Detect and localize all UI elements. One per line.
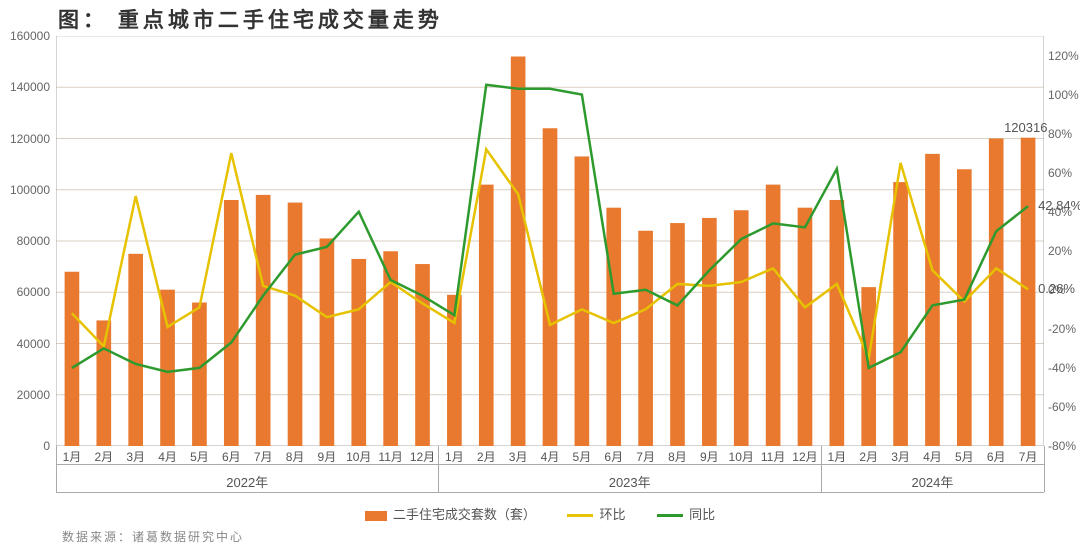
x-axis-rule-2: [56, 492, 1044, 493]
x-month-label: 11月: [378, 448, 402, 465]
x-month-label: 8月: [286, 448, 305, 465]
x-year-label: 2022年: [226, 472, 268, 491]
chart-title: 图： 重点城市二手住宅成交量走势: [58, 4, 443, 34]
x-month-label: 7月: [254, 448, 273, 465]
x-axis-rule-1: [56, 464, 1044, 465]
x-month-label: 3月: [126, 448, 145, 465]
y-left-tick: 40000: [2, 337, 50, 351]
x-year-label: 2023年: [609, 472, 651, 491]
x-month-label: 10月: [729, 448, 754, 465]
y-right-tick: 80%: [1048, 127, 1080, 141]
x-year-label: 2024年: [911, 472, 953, 491]
x-band-border: [1044, 446, 1045, 492]
x-month-label: 1月: [445, 448, 464, 465]
x-month-label: 7月: [1019, 448, 1038, 465]
x-month-label: 4月: [923, 448, 942, 465]
x-month-label: 5月: [955, 448, 974, 465]
x-month-label: 4月: [541, 448, 560, 465]
chart-annotation: 42.84%: [1038, 198, 1080, 213]
x-month-label: 12月: [792, 448, 817, 465]
chart-source: 数据来源：诸葛数据研究中心: [62, 528, 244, 545]
x-month-label: 8月: [668, 448, 687, 465]
legend-yoy: 同比: [657, 504, 715, 523]
x-month-label: 7月: [636, 448, 655, 465]
y-left-tick: 140000: [2, 80, 50, 94]
x-month-label: 6月: [222, 448, 241, 465]
x-month-label: 1月: [63, 448, 82, 465]
legend-mom: 环比: [567, 504, 625, 523]
y-right-tick: -60%: [1048, 400, 1080, 414]
y-right-tick: -40%: [1048, 361, 1080, 375]
y-right-tick: 60%: [1048, 166, 1080, 180]
x-month-label: 9月: [700, 448, 719, 465]
y-left-tick: 100000: [2, 183, 50, 197]
chart-annotation: 0.26%: [1038, 281, 1075, 296]
y-left-tick: 20000: [2, 388, 50, 402]
x-month-label: 2月: [94, 448, 113, 465]
y-right-tick: -20%: [1048, 322, 1080, 336]
x-year-separator: [438, 446, 439, 492]
x-month-label: 2月: [477, 448, 496, 465]
x-month-label: 11月: [761, 448, 785, 465]
x-month-label: 5月: [573, 448, 592, 465]
x-month-label: 6月: [604, 448, 623, 465]
y-right-tick: -80%: [1048, 439, 1080, 453]
y-right-tick: 100%: [1048, 88, 1080, 102]
x-month-label: 3月: [891, 448, 910, 465]
x-month-label: 1月: [827, 448, 846, 465]
x-year-separator: [821, 446, 822, 492]
x-month-label: 6月: [987, 448, 1006, 465]
y-right-tick: 20%: [1048, 244, 1080, 258]
y-right-tick: 120%: [1048, 49, 1080, 63]
x-band-border: [56, 446, 57, 492]
x-month-label: 9月: [318, 448, 337, 465]
x-month-label: 10月: [346, 448, 371, 465]
x-month-label: 3月: [509, 448, 528, 465]
chart-legend: 二手住宅成交套数（套） 环比 同比: [0, 504, 1080, 523]
x-month-label: 5月: [190, 448, 209, 465]
x-month-label: 4月: [158, 448, 177, 465]
chart-plot: [56, 36, 1044, 446]
y-left-tick: 0: [2, 439, 50, 453]
x-month-label: 12月: [410, 448, 435, 465]
x-month-label: 2月: [859, 448, 878, 465]
y-left-tick: 80000: [2, 234, 50, 248]
y-left-tick: 160000: [2, 29, 50, 43]
chart-annotation: 120316: [1004, 120, 1047, 135]
y-left-tick: 120000: [2, 132, 50, 146]
y-left-tick: 60000: [2, 285, 50, 299]
legend-bar: 二手住宅成交套数（套）: [365, 504, 536, 523]
